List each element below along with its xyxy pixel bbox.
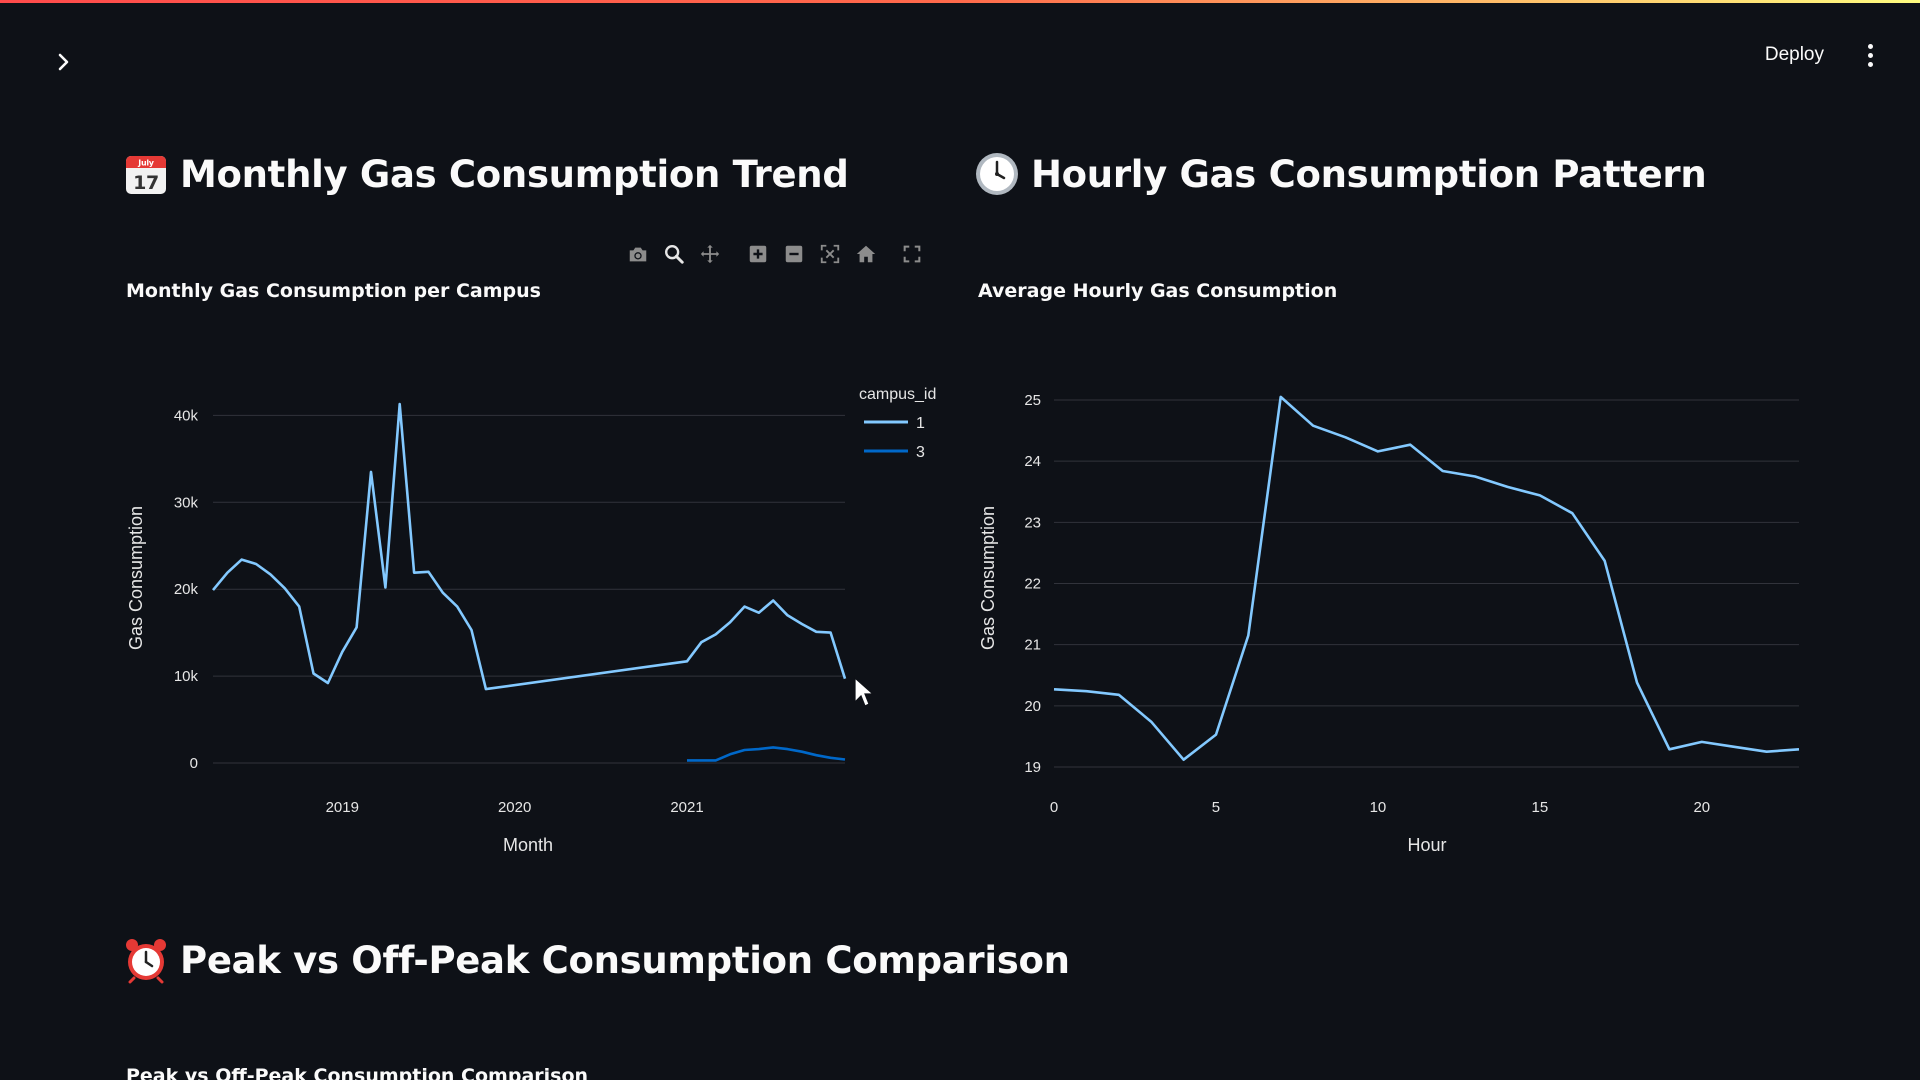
app-toolbar: Deploy	[1759, 38, 1880, 72]
svg-text:July: July	[137, 159, 155, 168]
hourly-heading-text: Hourly Gas Consumption Pattern	[1031, 152, 1707, 196]
clock-icon	[976, 153, 1018, 195]
monthly-section-heading: July 17 Monthly Gas Consumption Trend	[122, 150, 849, 198]
monthly-x-tick-label: 2019	[326, 799, 359, 816]
monthly-y-tick-label: 20k	[174, 581, 199, 598]
legend-title: campus_id	[859, 386, 936, 403]
peak-chart-title: Peak vs Off-Peak Consumption Comparison	[126, 1065, 589, 1080]
monthly-x-tick-label: 2021	[670, 799, 703, 816]
monthly-heading-text: Monthly Gas Consumption Trend	[180, 152, 849, 196]
top-decoration-stripe	[0, 0, 1920, 3]
reset-axes-button[interactable]	[852, 240, 880, 268]
pan-button[interactable]	[696, 240, 724, 268]
fullscreen-icon	[903, 245, 921, 263]
home-icon	[856, 245, 876, 263]
monthly-y-tick-label: 30k	[174, 494, 199, 511]
mouse-cursor-icon	[854, 676, 875, 707]
fullscreen-button[interactable]	[898, 240, 926, 268]
vertical-ellipsis-icon	[1867, 43, 1873, 49]
magnifier-icon	[665, 245, 684, 264]
calendar-icon: July 17	[126, 156, 166, 194]
monthly-legend[interactable]: campus_id 1 3	[859, 386, 936, 461]
hourly-section-heading: Hourly Gas Consumption Pattern	[973, 150, 1707, 198]
alarm-clock-icon	[126, 939, 166, 984]
peak-heading-text: Peak vs Off-Peak Consumption Comparison	[180, 938, 1070, 982]
monthly-series-line-campus-1[interactable]	[211, 402, 847, 691]
monthly-y-axis-title: Gas Consumption	[126, 506, 146, 650]
chevron-right-icon	[58, 53, 69, 71]
autoscale-button[interactable]	[816, 240, 844, 268]
camera-icon	[629, 247, 647, 262]
zoom-out-icon	[785, 245, 803, 263]
chart-modebar	[624, 240, 934, 268]
legend-item-label: 1	[916, 415, 925, 432]
monthly-x-tick-label: 2020	[498, 799, 531, 816]
monthly-y-tick-label: 0	[190, 755, 198, 772]
zoom-in-button[interactable]	[744, 240, 772, 268]
deploy-button[interactable]: Deploy	[1764, 44, 1824, 65]
monthly-y-tick-label: 10k	[174, 668, 199, 685]
download-plot-button[interactable]	[624, 240, 652, 268]
legend-item-label: 3	[916, 444, 925, 461]
monthly-x-axis-title: Month	[503, 835, 553, 855]
monthly-series-line-campus-3[interactable]	[687, 746, 846, 762]
monthly-y-tick-label: 40k	[174, 407, 199, 424]
zoom-out-button[interactable]	[780, 240, 808, 268]
zoom-button[interactable]	[660, 240, 688, 268]
main-menu-button[interactable]	[1860, 40, 1880, 70]
svg-text:17: 17	[133, 172, 159, 194]
monthly-chart-title: Monthly Gas Consumption per Campus	[126, 280, 541, 302]
autoscale-icon	[820, 244, 840, 264]
pan-arrows-icon	[700, 244, 720, 264]
peak-section-heading: Peak vs Off-Peak Consumption Comparison	[122, 936, 1070, 984]
zoom-in-icon	[749, 245, 767, 263]
hourly-chart-title: Average Hourly Gas Consumption	[978, 280, 1338, 302]
sidebar-toggle-button[interactable]	[46, 44, 82, 80]
